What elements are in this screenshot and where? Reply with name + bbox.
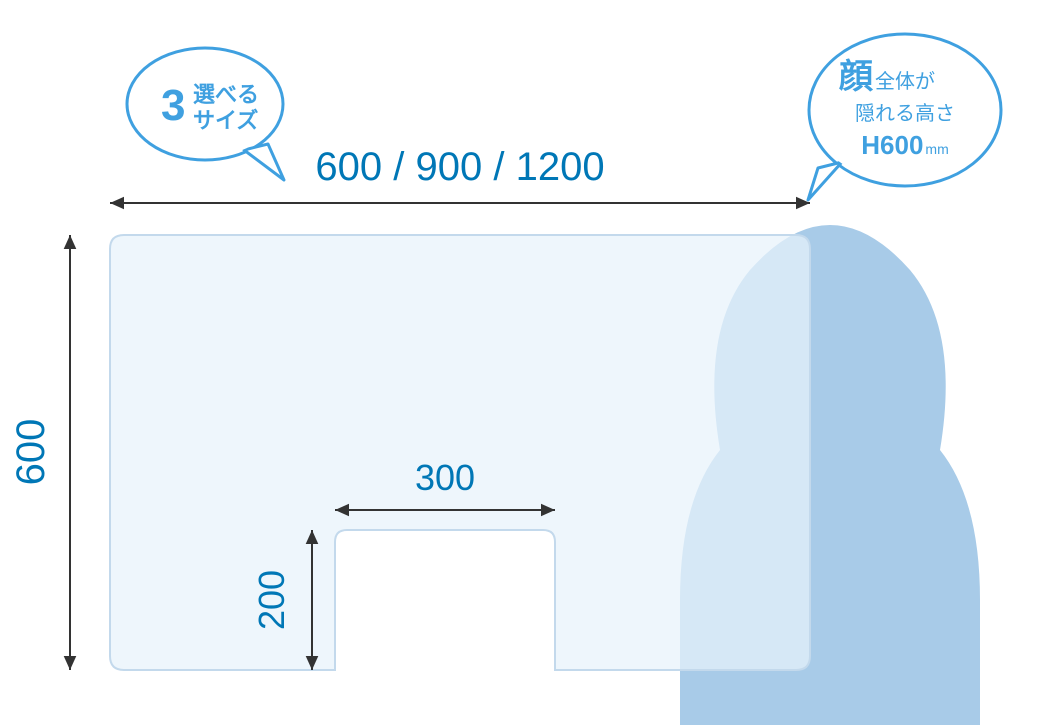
dim-label-height-left: 600 bbox=[9, 419, 53, 486]
bubble-face-height: 顔全体が隠れる高さH600mm bbox=[808, 34, 1001, 200]
bubble-sizes-line2: サイズ bbox=[193, 108, 258, 133]
dim-arrow-width-top bbox=[110, 197, 810, 210]
dim-arrow-height-left bbox=[64, 235, 77, 670]
bubble-sizes: 3 選べるサイズ bbox=[127, 48, 284, 180]
bubble-sizes-number: 3 bbox=[161, 81, 185, 130]
acrylic-panel bbox=[110, 235, 810, 670]
bubble-face-line2: 隠れる高さ bbox=[855, 102, 955, 125]
bubble-sizes-line1: 選べる bbox=[193, 82, 259, 107]
dim-label-cutout-height: 200 bbox=[251, 570, 292, 630]
dim-label-cutout-width: 300 bbox=[415, 457, 475, 498]
dim-label-width-top: 600 / 900 / 1200 bbox=[315, 145, 604, 189]
